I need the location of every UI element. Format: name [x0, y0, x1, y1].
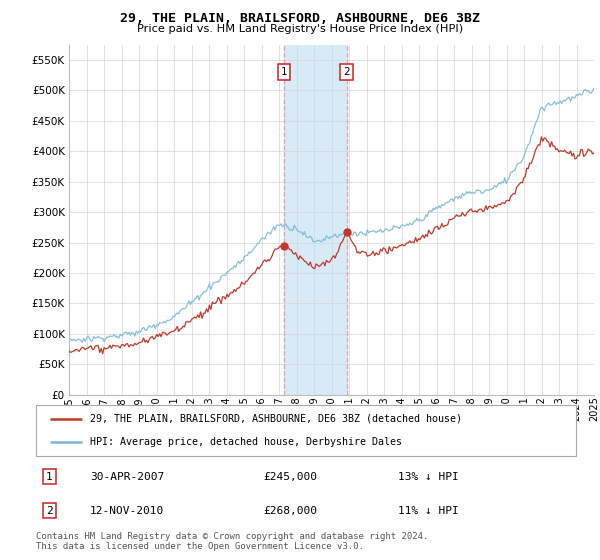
Text: 13% ↓ HPI: 13% ↓ HPI	[398, 472, 458, 482]
Text: Contains HM Land Registry data © Crown copyright and database right 2024.
This d: Contains HM Land Registry data © Crown c…	[36, 532, 428, 552]
Text: £245,000: £245,000	[263, 472, 317, 482]
Text: Price paid vs. HM Land Registry's House Price Index (HPI): Price paid vs. HM Land Registry's House …	[137, 24, 463, 34]
Bar	[284, 45, 347, 395]
Text: 2: 2	[343, 67, 350, 77]
Text: 1: 1	[46, 472, 53, 482]
Text: £268,000: £268,000	[263, 506, 317, 516]
Text: 29, THE PLAIN, BRAILSFORD, ASHBOURNE, DE6 3BZ (detached house): 29, THE PLAIN, BRAILSFORD, ASHBOURNE, DE…	[90, 414, 462, 424]
Text: 2: 2	[46, 506, 53, 516]
Text: 11% ↓ HPI: 11% ↓ HPI	[398, 506, 458, 516]
Text: 12-NOV-2010: 12-NOV-2010	[90, 506, 164, 516]
Text: 29, THE PLAIN, BRAILSFORD, ASHBOURNE, DE6 3BZ: 29, THE PLAIN, BRAILSFORD, ASHBOURNE, DE…	[120, 12, 480, 25]
Text: 1: 1	[281, 67, 287, 77]
Text: 30-APR-2007: 30-APR-2007	[90, 472, 164, 482]
Text: HPI: Average price, detached house, Derbyshire Dales: HPI: Average price, detached house, Derb…	[90, 437, 402, 447]
